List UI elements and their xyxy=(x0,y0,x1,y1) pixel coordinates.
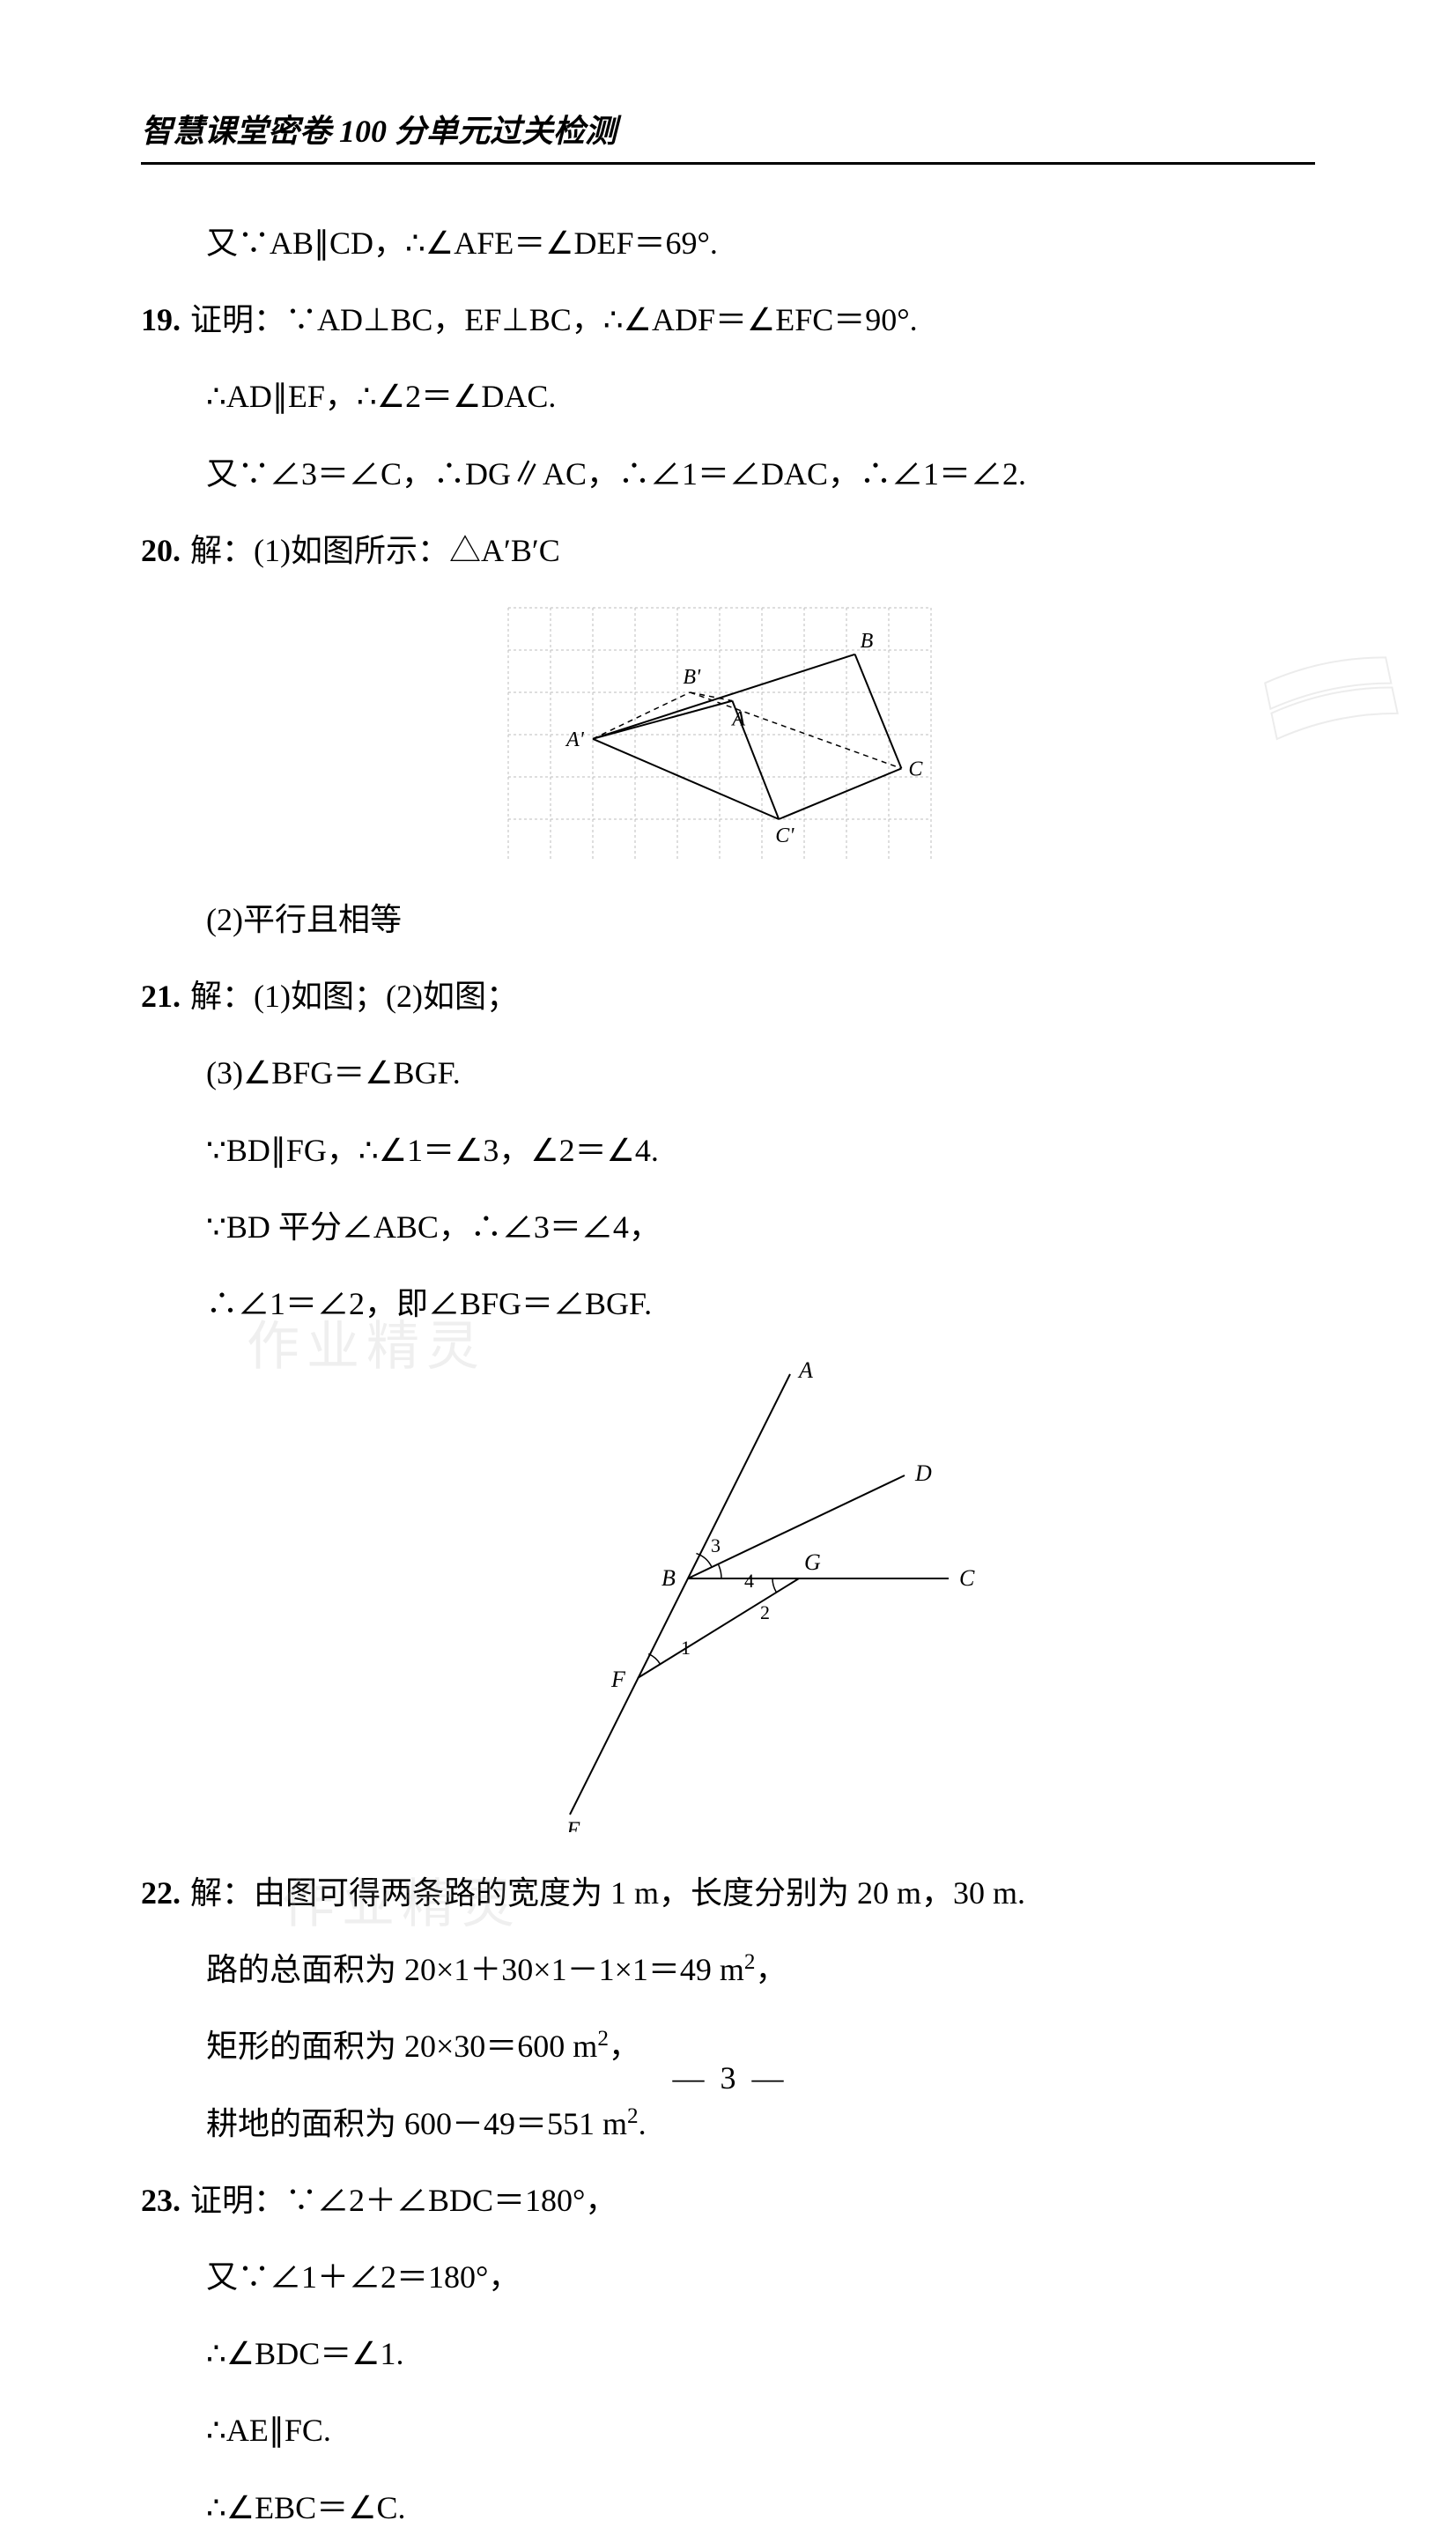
svg-text:3: 3 xyxy=(711,1534,721,1556)
svg-text:A': A' xyxy=(565,728,585,751)
svg-text:C: C xyxy=(908,758,923,780)
text-line: ∵BD∥FG，∴∠1＝∠3，∠2＝∠4. xyxy=(141,1116,1315,1186)
text-line: 22.解：由图可得两条路的宽度为 1 m，长度分别为 20 m，30 m. xyxy=(141,1859,1315,1928)
text-line: 又∵∠3＝∠C，∴DG∥AC，∴∠1＝∠DAC，∴∠1＝∠2. xyxy=(141,440,1315,509)
header-title-left: 智慧课堂密卷 xyxy=(141,114,331,149)
text-line: 又∵∠1＋∠2＝180°， xyxy=(141,2243,1315,2312)
text-line: ∴∠1＝∠2，即∠BFG＝∠BGF. xyxy=(141,1269,1315,1339)
svg-text:2: 2 xyxy=(760,1601,770,1623)
text-line: ∴∠BDC＝∠1. xyxy=(141,2319,1315,2389)
text-line: ∴∠EBC＝∠C. xyxy=(141,2473,1315,2543)
page-header: 智慧课堂密卷 100 分单元过关检测 xyxy=(141,106,1315,165)
text-line: 20.解：(1)如图所示：△A′B′C xyxy=(141,516,1315,586)
text-line: 21.解：(1)如图；(2)如图； xyxy=(141,962,1315,1031)
figure-1-container: A' B' A B C C' xyxy=(141,603,1315,859)
text-line: 耕地的面积为 600－49＝551 m2. xyxy=(141,2089,1315,2159)
text-line: (2)平行且相等 xyxy=(141,885,1315,955)
problem-number: 20. xyxy=(141,516,190,586)
content-body: 又∵AB∥CD，∴∠AFE＝∠DEF＝69°. 19.证明：∵AD⊥BC，EF⊥… xyxy=(141,209,1315,2543)
svg-text:G: G xyxy=(804,1549,821,1575)
svg-text:A: A xyxy=(797,1357,813,1383)
text-line: ∵BD 平分∠ABC，∴∠3＝∠4， xyxy=(141,1193,1315,1262)
header-title-right: 分单元过关检测 xyxy=(395,114,617,149)
text-line: 23.证明：∵∠2＋∠BDC＝180°， xyxy=(141,2166,1315,2236)
text-line: ∴AE∥FC. xyxy=(141,2396,1315,2465)
figure-angle-lines: A D B G C F E 3 42 1 xyxy=(482,1357,975,1832)
svg-text:E: E xyxy=(565,1817,580,1832)
svg-text:4: 4 xyxy=(744,1570,754,1592)
problem-number: 22. xyxy=(141,1859,190,1928)
svg-text:F: F xyxy=(610,1667,626,1692)
text-line: 19.证明：∵AD⊥BC，EF⊥BC，∴∠ADF＝∠EFC＝90°. xyxy=(141,285,1315,355)
figure-2-container: A D B G C F E 3 42 1 xyxy=(141,1357,1315,1832)
page-number: — 3 — xyxy=(0,2059,1456,2096)
text-line: 又∵AB∥CD，∴∠AFE＝∠DEF＝69°. xyxy=(141,209,1315,278)
svg-text:D: D xyxy=(914,1460,932,1486)
svg-text:B': B' xyxy=(683,666,701,689)
figure-grid-triangle: A' B' A B C C' xyxy=(491,603,966,859)
problem-number: 23. xyxy=(141,2166,190,2236)
svg-text:A: A xyxy=(730,708,745,731)
text-line: ∴AD∥EF，∴∠2＝∠DAC. xyxy=(141,362,1315,432)
header-title-num: 100 xyxy=(339,114,387,149)
problem-number: 19. xyxy=(141,285,190,355)
svg-text:1: 1 xyxy=(681,1637,691,1659)
svg-text:C': C' xyxy=(775,824,795,847)
text-line: 路的总面积为 20×1＋30×1－1×1＝49 m2， xyxy=(141,1935,1315,2005)
text-line: (3)∠BFG＝∠BGF. xyxy=(141,1039,1315,1108)
svg-text:B: B xyxy=(661,1565,676,1591)
problem-number: 21. xyxy=(141,962,190,1031)
svg-text:C: C xyxy=(959,1565,975,1591)
svg-text:B: B xyxy=(860,630,873,653)
